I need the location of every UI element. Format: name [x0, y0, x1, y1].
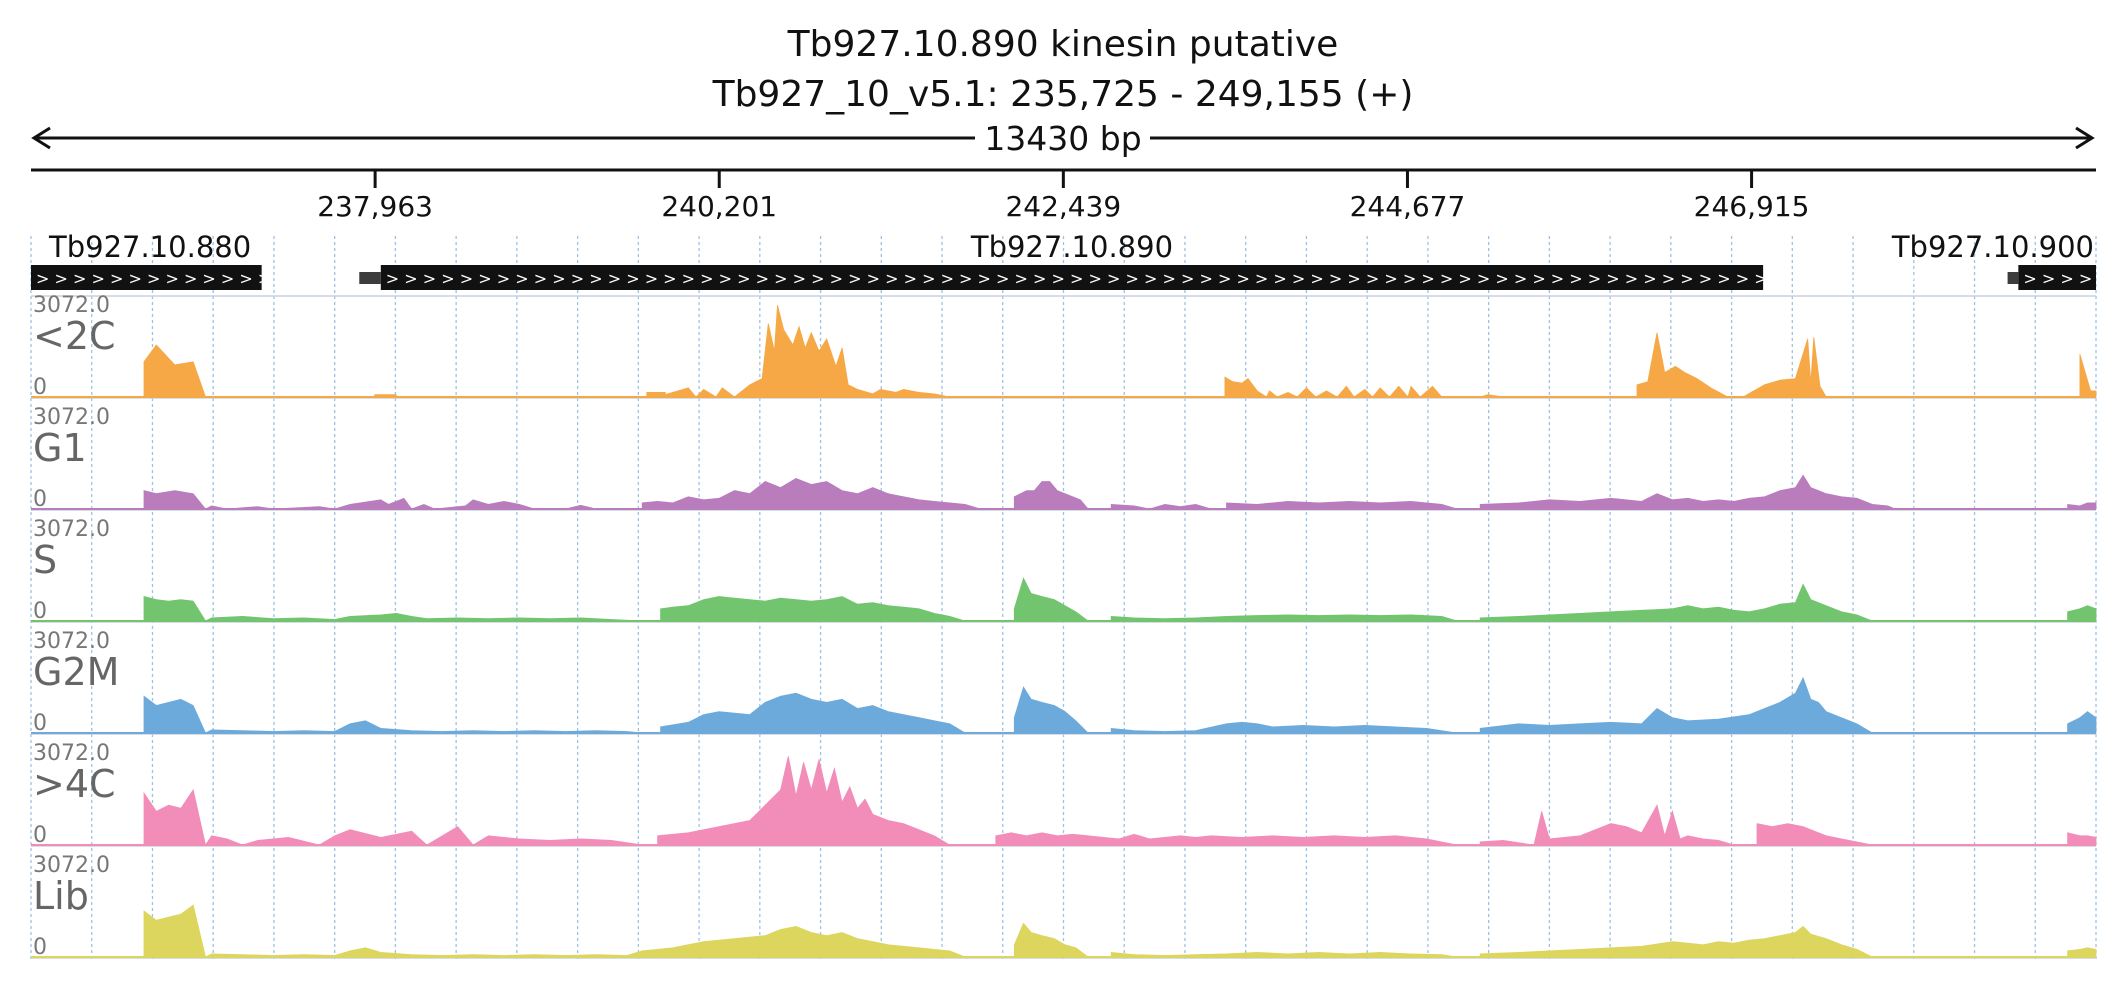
x-tick-label: 246,915 — [1694, 190, 1810, 223]
grid-lines — [30, 236, 2097, 962]
x-tick-label: 242,439 — [1005, 190, 1121, 223]
gene-utr — [2007, 272, 2019, 284]
gene-body — [380, 265, 1764, 290]
track-ymin-label: 0 — [33, 935, 47, 960]
chart-title: Tb927.10.890 kinesin putative — [787, 24, 1339, 65]
x-axis-ticks: 237,963 240,201 242,439 244,677 246,915 — [317, 170, 1809, 223]
strand-chevrons: > > > > > > > > > > > > > > — [36, 269, 290, 288]
track-name: G2M — [33, 650, 119, 694]
x-tick-label: 240,201 — [661, 190, 777, 223]
coverage-track: 3072.0S 0 — [31, 517, 2097, 624]
track-ymin-label: 0 — [33, 823, 47, 848]
gene-label: Tb927.10.900 — [1891, 230, 2094, 264]
span-label: 13430 bp — [984, 119, 1141, 158]
coverage-area — [143, 305, 2097, 398]
track-ymax-label: 3072.0 — [33, 293, 110, 318]
track-name: <2C — [33, 314, 116, 358]
gene-utr — [359, 272, 381, 284]
gene-body — [2018, 265, 2096, 290]
track-ymax-label: 3072.0 — [33, 517, 110, 542]
coverage-tracks: 3072.0<2C03072.0G103072.0S03072.0G2M0307… — [31, 293, 2097, 960]
gene-label: Tb927.10.890 — [970, 230, 1173, 264]
coverage-area — [143, 676, 2097, 734]
span-arrow: 13430 bp — [31, 119, 2095, 158]
gene-label: Tb927.10.880 — [48, 230, 251, 264]
x-tick-label: 244,677 — [1350, 190, 1466, 223]
track-ymax-label: 3072.0 — [33, 853, 110, 878]
track-ymin-label: 0 — [33, 375, 47, 400]
track-ymax-label: 3072.0 — [33, 405, 110, 430]
track-ymin-label: 0 — [33, 711, 47, 736]
track-ymax-label: 3072.0 — [33, 741, 110, 766]
track-ymax-label: 3072.0 — [33, 629, 110, 654]
track-name: >4C — [33, 762, 116, 806]
coverage-track: 3072.0<2C 0 — [31, 293, 2097, 400]
coverage-track: 3072.0G1 0 — [31, 405, 2097, 512]
strand-chevrons: > > > > > > > > > > > > > > > > > > > > … — [386, 269, 2045, 288]
coverage-area — [143, 474, 2097, 510]
track-ymin-label: 0 — [33, 599, 47, 624]
coverage-area — [143, 904, 2097, 958]
chart-subtitle: Tb927_10_v5.1: 235,725 - 249,155 (+) — [712, 74, 1414, 115]
coverage-area — [143, 577, 2097, 622]
track-name: Lib — [33, 874, 89, 918]
track-ymin-label: 0 — [33, 487, 47, 512]
gene-body — [31, 265, 262, 290]
coverage-track: 3072.0>4C 0 — [31, 741, 2097, 848]
strand-chevrons: > > > > — [2023, 269, 2092, 288]
track-name: G1 — [33, 426, 87, 470]
x-tick-label: 237,963 — [317, 190, 433, 223]
coverage-area — [143, 756, 2097, 846]
track-name: S — [33, 538, 57, 582]
gene-annotation-track: > > > > > > > > > > > > > >Tb927.10.880 … — [31, 230, 2096, 297]
